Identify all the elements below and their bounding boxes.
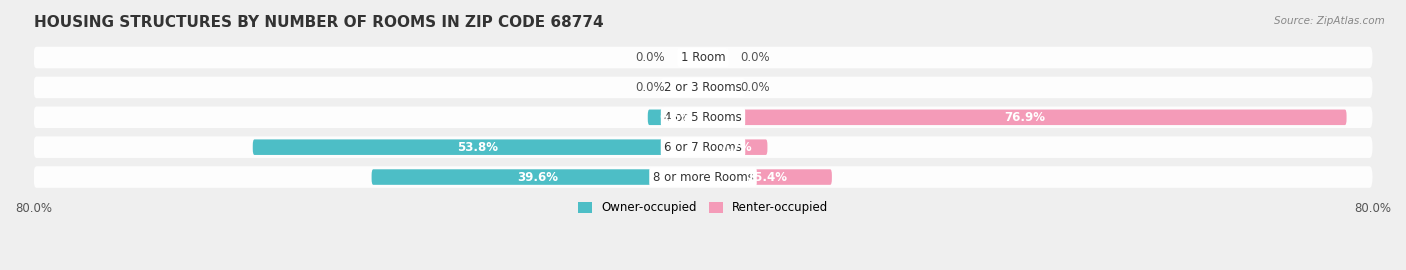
Text: 4 or 5 Rooms: 4 or 5 Rooms bbox=[664, 111, 742, 124]
FancyBboxPatch shape bbox=[34, 107, 1372, 128]
FancyBboxPatch shape bbox=[34, 136, 1372, 158]
Text: 6 or 7 Rooms: 6 or 7 Rooms bbox=[664, 141, 742, 154]
Text: Source: ZipAtlas.com: Source: ZipAtlas.com bbox=[1274, 16, 1385, 26]
Text: 2 or 3 Rooms: 2 or 3 Rooms bbox=[664, 81, 742, 94]
Text: 7.7%: 7.7% bbox=[718, 141, 752, 154]
Text: 0.0%: 0.0% bbox=[636, 81, 665, 94]
Text: 39.6%: 39.6% bbox=[517, 171, 558, 184]
Text: 0.0%: 0.0% bbox=[741, 81, 770, 94]
Text: 0.0%: 0.0% bbox=[741, 51, 770, 64]
FancyBboxPatch shape bbox=[34, 166, 1372, 188]
FancyBboxPatch shape bbox=[34, 47, 1372, 68]
FancyBboxPatch shape bbox=[371, 169, 703, 185]
Text: HOUSING STRUCTURES BY NUMBER OF ROOMS IN ZIP CODE 68774: HOUSING STRUCTURES BY NUMBER OF ROOMS IN… bbox=[34, 15, 603, 30]
Text: 76.9%: 76.9% bbox=[1004, 111, 1045, 124]
Text: 15.4%: 15.4% bbox=[747, 171, 787, 184]
FancyBboxPatch shape bbox=[34, 77, 1372, 98]
Text: 6.6%: 6.6% bbox=[659, 111, 692, 124]
FancyBboxPatch shape bbox=[703, 139, 768, 155]
Text: 8 or more Rooms: 8 or more Rooms bbox=[652, 171, 754, 184]
FancyBboxPatch shape bbox=[648, 110, 703, 125]
Text: 53.8%: 53.8% bbox=[457, 141, 498, 154]
Text: 0.0%: 0.0% bbox=[636, 51, 665, 64]
Text: 1 Room: 1 Room bbox=[681, 51, 725, 64]
Legend: Owner-occupied, Renter-occupied: Owner-occupied, Renter-occupied bbox=[572, 197, 834, 219]
FancyBboxPatch shape bbox=[253, 139, 703, 155]
FancyBboxPatch shape bbox=[703, 110, 1347, 125]
FancyBboxPatch shape bbox=[703, 169, 832, 185]
